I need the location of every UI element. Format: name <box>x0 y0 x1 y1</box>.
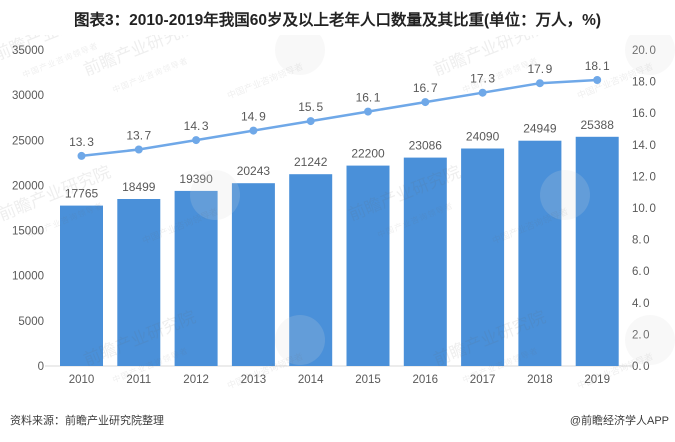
svg-text:18.1: 18. 1 <box>585 59 610 73</box>
svg-text:25000: 25000 <box>12 135 44 147</box>
svg-text:4.0: 4. 0 <box>632 298 650 310</box>
svg-text:8.0: 8. 0 <box>632 235 650 247</box>
svg-text:17.3: 17. 3 <box>470 72 495 86</box>
svg-text:2016: 2016 <box>413 374 439 386</box>
svg-text:2017: 2017 <box>470 374 496 386</box>
svg-text:2012: 2012 <box>183 374 209 386</box>
svg-text:2010: 2010 <box>69 374 95 386</box>
svg-text:20000: 20000 <box>12 180 44 192</box>
svg-text:23086: 23086 <box>409 139 443 153</box>
svg-text:16.0: 16. 0 <box>632 108 656 120</box>
svg-text:24949: 24949 <box>523 122 557 136</box>
svg-text:20.0: 20. 0 <box>632 45 656 57</box>
svg-text:2013: 2013 <box>241 374 267 386</box>
svg-text:18499: 18499 <box>122 180 156 194</box>
svg-text:21242: 21242 <box>294 155 328 169</box>
svg-text:13.7: 13. 7 <box>126 129 151 143</box>
svg-text:0.0: 0. 0 <box>632 361 650 373</box>
svg-text:17.9: 17. 9 <box>527 62 552 76</box>
svg-text:24090: 24090 <box>466 130 500 144</box>
svg-text:2011: 2011 <box>126 374 151 386</box>
svg-text:0: 0 <box>38 361 44 373</box>
svg-text:22200: 22200 <box>351 147 385 161</box>
svg-text:13.3: 13. 3 <box>69 135 94 149</box>
svg-text:19390: 19390 <box>179 172 213 186</box>
svg-text:16.1: 16. 1 <box>356 91 381 105</box>
svg-text:15000: 15000 <box>12 226 44 238</box>
svg-text:17765: 17765 <box>65 187 99 201</box>
svg-text:16.7: 16. 7 <box>413 81 438 95</box>
svg-text:18.0: 18. 0 <box>632 77 656 89</box>
svg-text:2015: 2015 <box>355 374 381 386</box>
svg-text:15.5: 15. 5 <box>298 100 323 114</box>
svg-text:2019: 2019 <box>584 374 610 386</box>
svg-text:2014: 2014 <box>298 374 324 386</box>
svg-text:12.0: 12. 0 <box>632 171 656 183</box>
svg-text:35000: 35000 <box>12 45 44 57</box>
svg-text:20243: 20243 <box>237 164 271 178</box>
svg-text:14.0: 14. 0 <box>632 140 656 152</box>
svg-text:2.0: 2. 0 <box>632 329 650 341</box>
svg-text:25388: 25388 <box>581 118 615 132</box>
svg-text:10.0: 10. 0 <box>632 203 656 215</box>
svg-text:5000: 5000 <box>18 316 44 328</box>
svg-text:14.9: 14. 9 <box>241 110 266 124</box>
svg-text:10000: 10000 <box>12 271 44 283</box>
svg-text:2018: 2018 <box>527 374 553 386</box>
svg-text:30000: 30000 <box>12 90 44 102</box>
svg-text:6.0: 6. 0 <box>632 266 650 278</box>
svg-text:14.3: 14. 3 <box>184 119 209 133</box>
